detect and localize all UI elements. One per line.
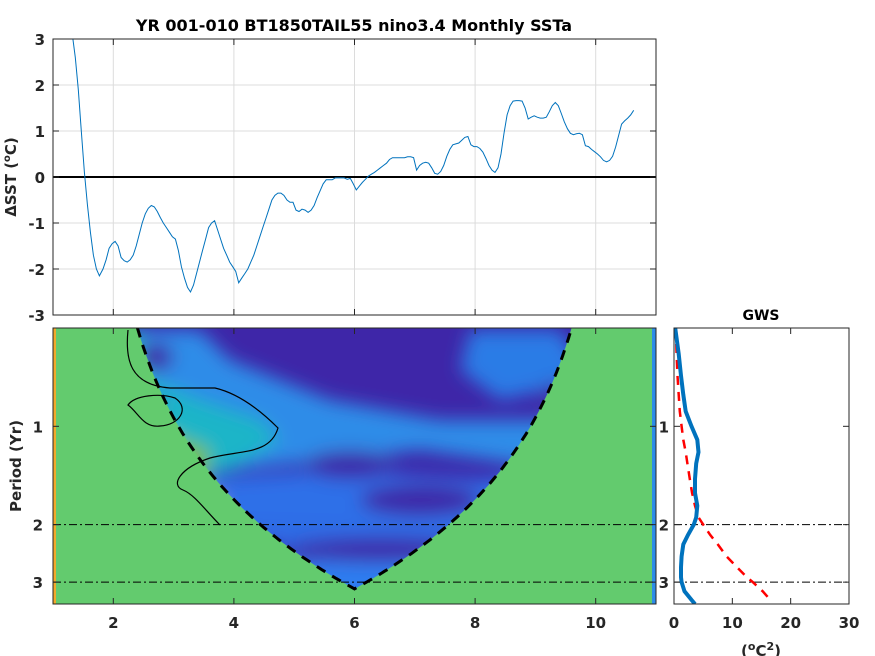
cone-of-influence-line xyxy=(135,328,574,591)
y-tick-label: -1 xyxy=(28,215,45,233)
wavelet-power-map xyxy=(53,328,656,604)
gws-xlabel: (oC2) xyxy=(741,640,781,656)
wavelet-ylabel: Period (Yr) xyxy=(7,420,25,512)
wavelet-x-tick-labels: 2 4 6 8 10 xyxy=(108,614,606,632)
wavelet-ticks xyxy=(53,328,656,604)
y-tick-label: -3 xyxy=(28,307,45,325)
x-tick-label: 10 xyxy=(585,614,606,632)
gws-y-tick-labels: 1 2 3 xyxy=(659,418,669,592)
significance-contour xyxy=(126,329,279,526)
chart-title: YR 001-010 BT1850TAIL55 nino3.4 Monthly … xyxy=(135,16,572,35)
significance-contour xyxy=(127,394,183,427)
x-tick-label: 4 xyxy=(229,614,239,632)
y-tick-label: 2 xyxy=(659,517,669,535)
timeseries-ticks xyxy=(53,38,656,316)
gws-x-tick-labels: 0 10 20 30 xyxy=(669,614,860,632)
gws-significance-line xyxy=(674,328,772,601)
timeseries-ylabel: ΔSST (oC) xyxy=(2,137,20,217)
y-tick-label: 3 xyxy=(35,31,45,49)
x-tick-label: 0 xyxy=(669,614,679,632)
x-tick-label: 30 xyxy=(839,614,860,632)
x-tick-label: 10 xyxy=(722,614,743,632)
x-tick-label: 2 xyxy=(108,614,118,632)
timeseries-y-tick-labels: -3 -2 -1 0 1 2 3 xyxy=(28,31,45,325)
y-tick-label: 3 xyxy=(33,574,43,592)
y-tick-label: 2 xyxy=(33,517,43,535)
colorbar-edge-left xyxy=(53,328,56,604)
gws-title: GWS xyxy=(742,308,779,324)
colorbar-edge-right xyxy=(652,328,656,604)
gws-axes-box xyxy=(673,327,850,605)
sst-series-line xyxy=(72,39,635,294)
gws-reference-lines xyxy=(674,524,849,583)
y-tick-label: 1 xyxy=(35,123,45,141)
y-tick-label: 2 xyxy=(35,77,45,95)
gws-power-line xyxy=(674,328,701,604)
x-tick-label: 8 xyxy=(470,614,480,632)
x-tick-label: 6 xyxy=(349,614,359,632)
wavelet-reference-lines xyxy=(53,524,656,583)
gws-axes-background xyxy=(674,328,849,604)
wavelet-y-tick-labels: 1 2 3 xyxy=(33,418,43,592)
wavelet-trough xyxy=(360,484,480,516)
y-tick-label: 0 xyxy=(35,169,45,187)
y-tick-label: -2 xyxy=(28,261,45,279)
gws-ticks xyxy=(673,328,850,604)
wavelet-trough xyxy=(305,451,395,479)
x-tick-label: 20 xyxy=(780,614,801,632)
y-tick-label: 1 xyxy=(659,418,669,436)
y-tick-label: 1 xyxy=(33,418,43,436)
y-tick-label: 3 xyxy=(659,574,669,592)
cone-of-influence-fill xyxy=(53,328,656,604)
